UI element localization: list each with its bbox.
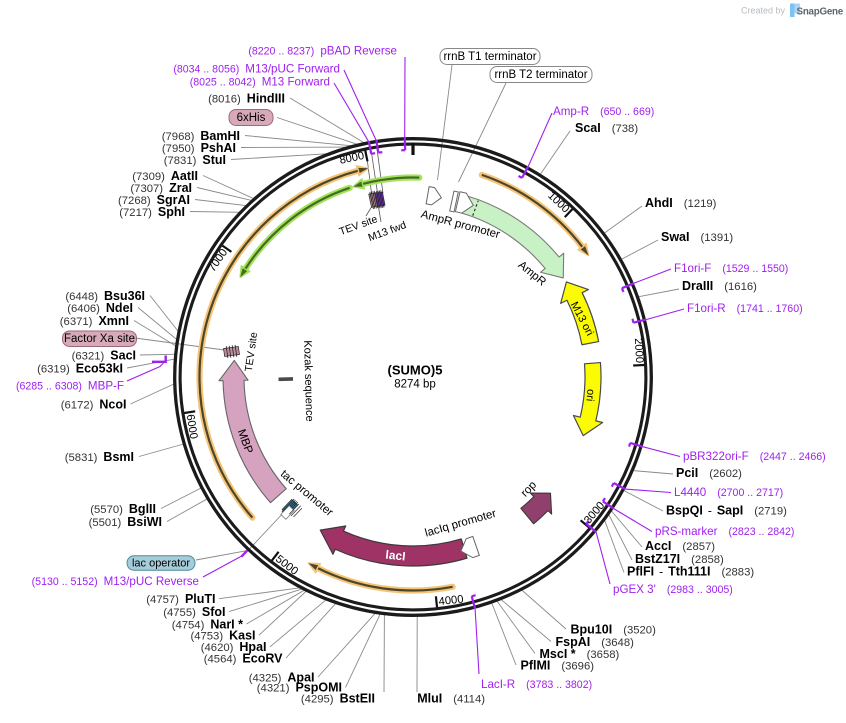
svg-text:(4564)EcoRV: (4564)EcoRV (204, 651, 283, 665)
svg-text:(SUMO)5: (SUMO)5 (388, 363, 443, 378)
svg-text:(6321)SacI: (6321)SacI (72, 348, 136, 362)
svg-text:Created by: Created by (741, 6, 786, 16)
svg-text:8274 bp: 8274 bp (394, 379, 436, 391)
svg-text:Amp-R(650 .. 669): Amp-R(650 .. 669) (553, 105, 654, 118)
svg-text:4000: 4000 (438, 594, 464, 609)
svg-text:(4321)PspOMI: (4321)PspOMI (257, 681, 342, 695)
svg-text:L4440(2700 .. 2717): L4440(2700 .. 2717) (674, 486, 783, 499)
svg-text:(8016)HindIII: (8016)HindIII (208, 91, 285, 105)
svg-text:2000: 2000 (632, 338, 645, 363)
svg-text:BspQI-SapI(2719): BspQI-SapI(2719) (666, 503, 787, 517)
svg-text:PciI(2602): PciI(2602) (676, 466, 742, 480)
svg-text:F1ori-F(1529 .. 1550): F1ori-F(1529 .. 1550) (674, 262, 788, 275)
svg-text:Kozak sequence: Kozak sequence (301, 340, 315, 422)
svg-text:(5130 .. 5152)M13/pUC Reverse: (5130 .. 5152)M13/pUC Reverse (32, 575, 199, 588)
svg-text:(8220 .. 8237)pBAD Reverse: (8220 .. 8237)pBAD Reverse (248, 44, 397, 57)
svg-text:rrnB T2 terminator: rrnB T2 terminator (494, 69, 587, 81)
svg-text:(7831)StuI: (7831)StuI (164, 153, 226, 167)
svg-text:(6285 .. 6308)MBP-F: (6285 .. 6308)MBP-F (16, 379, 124, 392)
svg-text:lac operator: lac operator (132, 558, 190, 570)
svg-text:lacI: lacI (385, 548, 406, 564)
svg-text:F1ori-R(1741 .. 1760): F1ori-R(1741 .. 1760) (687, 302, 803, 315)
svg-text:SnapGene: SnapGene (797, 7, 844, 18)
svg-text:(8034 .. 8056)M13/pUC Forward: (8034 .. 8056)M13/pUC Forward (173, 62, 340, 75)
svg-text:Factor Xa site: Factor Xa site (64, 333, 135, 345)
svg-text:rrnB T1 terminator: rrnB T1 terminator (443, 51, 536, 63)
svg-text:(6319)Eco53kI: (6319)Eco53kI (37, 361, 123, 375)
svg-text:PflFI-Tth111I(2883): PflFI-Tth111I(2883) (627, 564, 754, 578)
svg-text:6xHis: 6xHis (237, 112, 266, 124)
svg-text:LacI-R(3783 .. 3802): LacI-R(3783 .. 3802) (481, 678, 592, 691)
svg-text:pGEX 3'(2983 .. 3005): pGEX 3'(2983 .. 3005) (613, 583, 733, 596)
svg-text:ori: ori (583, 388, 596, 401)
